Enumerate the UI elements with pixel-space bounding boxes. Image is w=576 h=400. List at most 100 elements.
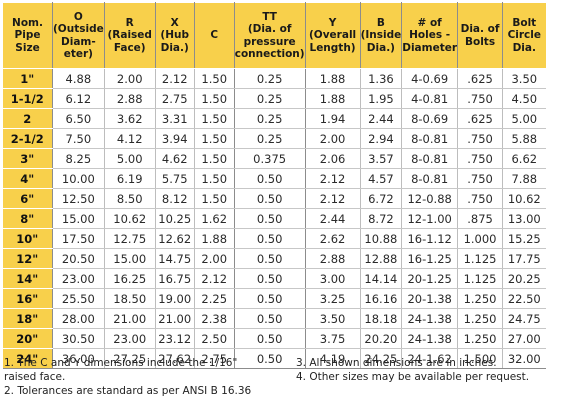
table-row: 20" 30.50 23.00 23.12 2.50 0.50 3.75 20.20 24-1.…	[2, 328, 546, 349]
table-cell: .750	[457, 188, 504, 209]
table-cell: 1.50	[194, 128, 235, 149]
header-line: (Dia. of	[247, 23, 292, 35]
header-pressure-connection-diameter: TT (Dia. of pressure connection)	[233, 2, 306, 69]
table-cell: 1.95	[360, 88, 403, 109]
table-cell: .750	[457, 168, 504, 189]
table-cell: 27.00	[502, 328, 546, 349]
table-cell: 16.75	[155, 268, 195, 289]
table-cell: 2.75	[194, 348, 235, 369]
table-cell: 0.25	[234, 108, 306, 129]
table-cell: 0.50	[234, 228, 306, 249]
table-cell: 3.57	[360, 148, 403, 169]
table-cell: 23.00	[104, 328, 156, 349]
table-cell: 3.31	[155, 108, 195, 129]
table-cell: 2.12	[305, 168, 361, 189]
nom-size-cell: 1"	[2, 68, 53, 89]
nom-size-cell: 6"	[2, 188, 53, 209]
footnote: 3. All shown dimensions are in inches.	[296, 357, 497, 369]
table-cell: 1.50	[194, 188, 235, 209]
table-cell: 4.57	[360, 168, 403, 189]
table-cell: .625	[457, 68, 504, 89]
table-cell: 4.19	[305, 348, 361, 369]
nom-size-cell: 16"	[2, 288, 53, 309]
table-cell: 2.38	[194, 308, 235, 329]
table-row: 14" 23.00 16.25 16.75 2.12 0.50 3.00 14.14 20-1.…	[2, 268, 546, 289]
header-bolt-circle-diameter: Bolt Circle Dia.	[502, 2, 546, 69]
table-cell: 2.00	[194, 248, 235, 269]
table-cell: 6.12	[52, 88, 105, 109]
table-cell: 1.94	[305, 108, 361, 129]
table-cell: .750	[457, 88, 504, 109]
table-cell: 4-0.81	[401, 88, 459, 109]
nom-size-cell: 1-1/2	[2, 88, 53, 109]
table-cell: 12-1.00	[401, 208, 459, 229]
table-cell: 6.72	[360, 188, 403, 209]
table-cell: 8-0.81	[401, 168, 459, 189]
header-line: Nom.	[12, 16, 43, 29]
table-cell: 21.00	[104, 308, 156, 329]
table-cell: 4.12	[104, 128, 156, 149]
table-cell: 10.62	[502, 188, 546, 209]
header-line: O	[73, 10, 83, 23]
footnote: 4. Other sizes may be available per requ…	[296, 371, 530, 383]
table-cell: 2.12	[305, 188, 361, 209]
table-cell: 1.62	[194, 208, 235, 229]
table-row: 2 6.50 3.62 3.31 1.50 0.25 1.94 2.44 8-0.69.625 5…	[2, 108, 546, 129]
header-line: Dia.	[512, 41, 536, 54]
header-line: (Overall	[308, 29, 357, 42]
table-cell: 7.50	[52, 128, 105, 149]
header-line: C	[210, 29, 219, 42]
table-cell: 6.50	[52, 108, 105, 129]
nom-size-cell: 12"	[2, 248, 53, 269]
table-cell: 2.75	[155, 88, 195, 109]
table-cell: 22.50	[502, 288, 546, 309]
table-row: 18" 28.00 21.00 21.00 2.38 0.50 3.50 18.18 24-1.…	[2, 308, 546, 329]
table-cell: 30.50	[52, 328, 105, 349]
table-cell: 18.18	[360, 308, 403, 329]
table-cell: 1.50	[194, 68, 235, 89]
header-outside-diameter: O (Outside Diam-eter)	[52, 2, 105, 69]
table-cell: 0.50	[234, 168, 306, 189]
table-cell: 8-0.69	[401, 108, 459, 129]
table-cell: 1.125	[457, 268, 504, 289]
table-cell: 8-0.81	[401, 128, 459, 149]
table-cell: 21.00	[155, 308, 195, 329]
table-cell: 1.50	[194, 168, 235, 189]
table-cell: 7.88	[502, 168, 546, 189]
table-cell: 5.00	[104, 148, 156, 169]
table-header-row: Nom. Pipe Size O (Outside Diam-eter) R (Raised F…	[2, 2, 546, 69]
table-cell: 2.88	[104, 88, 156, 109]
table-cell: 1.88	[305, 88, 361, 109]
table-cell: 1.125	[457, 248, 504, 269]
nom-size-cell: 24"	[2, 348, 53, 369]
table-cell: 18.50	[104, 288, 156, 309]
header-line: Pipe	[14, 29, 41, 42]
nom-size-cell: 4"	[2, 168, 53, 189]
table-cell: 2.00	[104, 68, 156, 89]
table-cell: 16-1.25	[401, 248, 459, 269]
header-line: TT	[262, 10, 277, 23]
table-cell: 3.50	[305, 308, 361, 329]
table-cell: 10.00	[52, 168, 105, 189]
table-cell: 0.50	[234, 248, 306, 269]
table-cell: 24.75	[502, 308, 546, 329]
table-cell: 24-1.38	[401, 308, 459, 329]
table-cell: 0.375	[234, 148, 306, 169]
header-line: Dia.)	[160, 41, 189, 54]
table-cell: 1.50	[194, 108, 235, 129]
nom-size-cell: 20"	[2, 328, 53, 349]
table-row: 2-1/2 7.50 4.12 3.94 1.50 0.25 2.00 2.94 8-0.81.…	[2, 128, 546, 149]
flange-dimension-table: Nom. Pipe Size O (Outside Diam-eter) R (Raised F…	[2, 2, 546, 369]
header-line: connection)	[234, 48, 305, 60]
table-cell: 36.00	[52, 348, 105, 369]
table-cell: 3.62	[104, 108, 156, 129]
table-cell: 0.50	[234, 328, 306, 349]
table-cell: 0.25	[234, 88, 306, 109]
table-cell: 4.62	[155, 148, 195, 169]
table-cell: 12.50	[52, 188, 105, 209]
table-cell: 16.16	[360, 288, 403, 309]
table-cell: 8.25	[52, 148, 105, 169]
table-cell: 1.250	[457, 288, 504, 309]
table-cell: 20.25	[502, 268, 546, 289]
